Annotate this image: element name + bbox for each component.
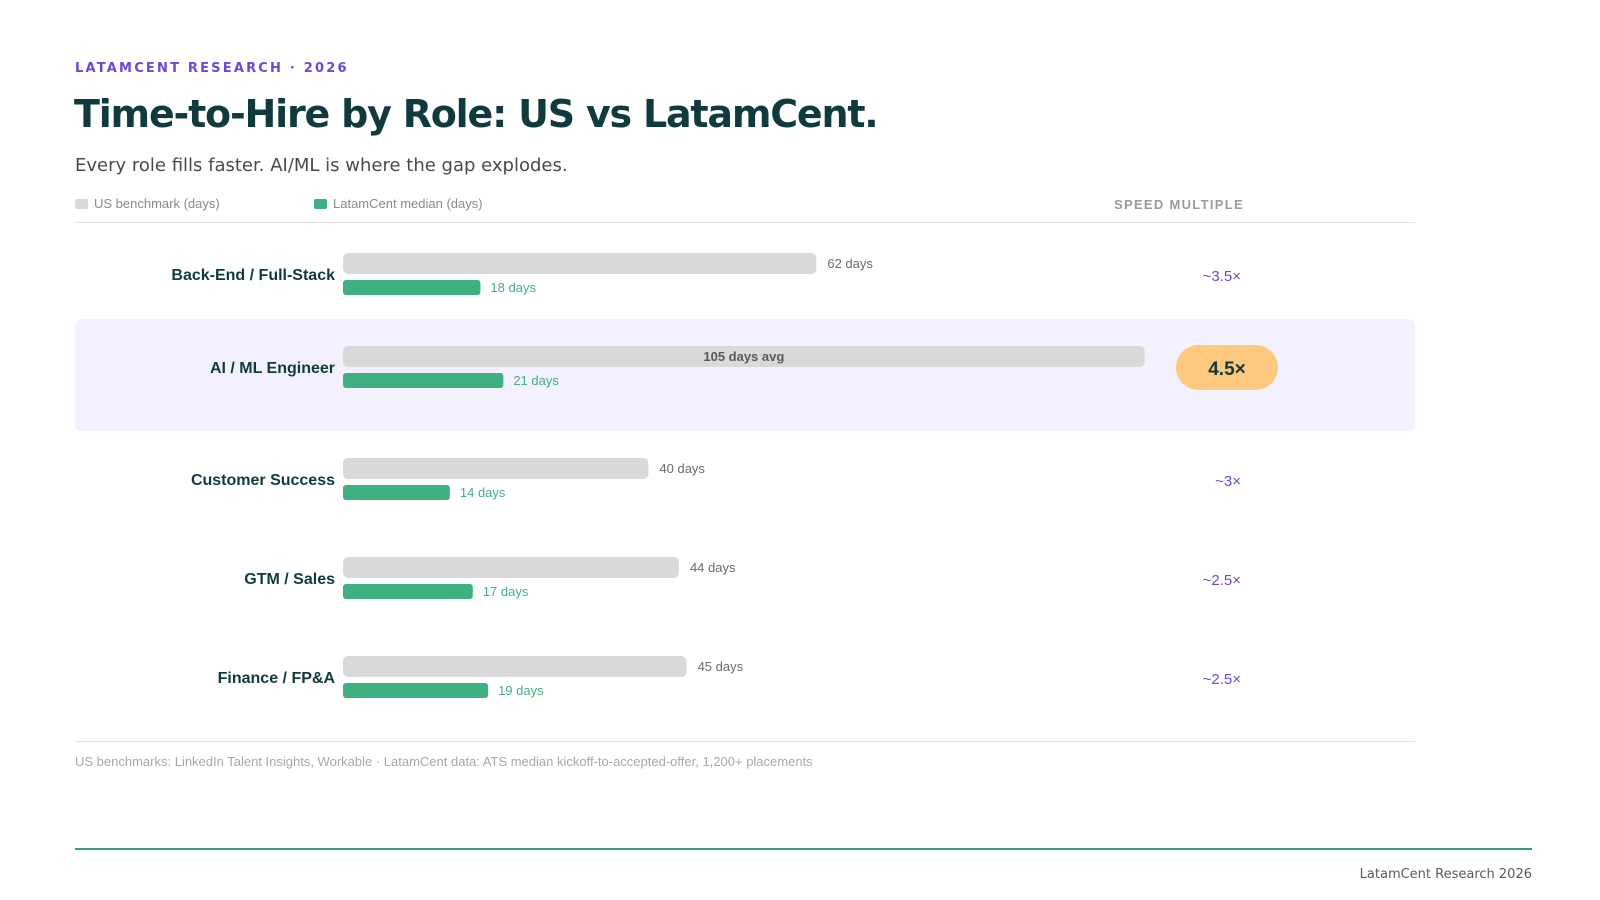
us-value-label: 44 days [690, 560, 736, 575]
speed-multiple-value: ~3.5× [1203, 268, 1241, 285]
latam-bar [343, 584, 473, 599]
legend-latam-label: LatamCent median (days) [333, 196, 483, 211]
latam-bar [343, 485, 450, 500]
bottom-accent-rule [75, 848, 1532, 850]
header-divider [75, 222, 1415, 223]
speed-multiple-value: ~3× [1215, 473, 1241, 490]
category-label: Finance / FP&A [218, 670, 336, 687]
latam-value-label: 21 days [513, 373, 559, 388]
latam-value-label: 14 days [460, 485, 506, 500]
legend-us-swatch [75, 198, 88, 209]
footer-divider [75, 741, 1415, 742]
page-title: Time-to-Hire by Role: US vs LatamCent. [74, 92, 879, 136]
latam-bar [343, 683, 489, 698]
speed-multiple-value: 4.5× [1208, 359, 1246, 380]
speed-multiple-value: ~2.5× [1203, 572, 1241, 589]
us-value-label: 62 days [827, 256, 873, 271]
us-bar [343, 458, 649, 479]
category-label: AI / ML Engineer [210, 360, 335, 377]
latam-value-label: 17 days [483, 584, 529, 599]
legend-us: US benchmark (days) [75, 196, 220, 211]
latam-value-label: 18 days [490, 280, 536, 295]
us-bar [343, 656, 687, 677]
latam-bar [343, 373, 504, 388]
us-value-label: 40 days [659, 461, 705, 476]
us-value-label: 105 days avg [703, 349, 784, 364]
speed-multiple-pill [1176, 345, 1278, 390]
speed-multiple-value: ~2.5× [1203, 671, 1241, 688]
category-label: GTM / Sales [244, 571, 335, 588]
legend-latam-swatch [314, 198, 327, 209]
us-value-label: 45 days [698, 659, 744, 674]
source-footnote: US benchmarks: LinkedIn Talent Insights,… [75, 754, 813, 769]
brand-footer: LatamCent Research 2026 [1359, 867, 1532, 882]
eyebrow-label: LATAMCENT RESEARCH · 2026 [75, 61, 349, 76]
us-bar [343, 346, 1145, 367]
latam-value-label: 19 days [498, 683, 544, 698]
category-label: Customer Success [191, 472, 335, 489]
category-label: Back-End / Full-Stack [171, 267, 335, 284]
latam-bar [343, 280, 481, 295]
us-bar [343, 253, 817, 274]
us-bar [343, 557, 679, 578]
legend-latam: LatamCent median (days) [314, 196, 483, 211]
speed-multiple-header: SPEED MULTIPLE [1114, 197, 1244, 212]
subtitle: Every role fills faster. AI/ML is where … [75, 155, 568, 176]
legend-us-label: US benchmark (days) [94, 196, 220, 211]
